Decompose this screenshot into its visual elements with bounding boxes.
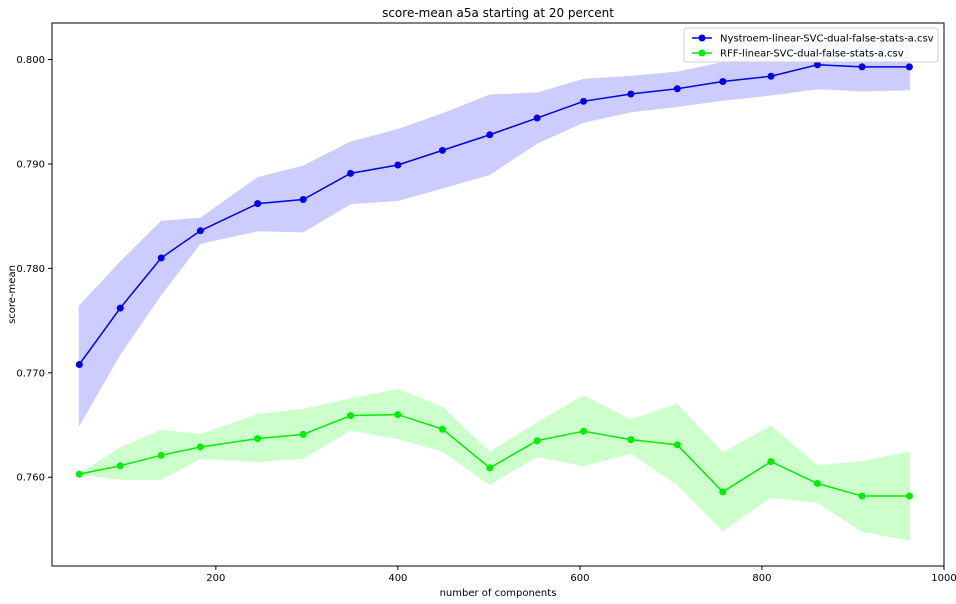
legend-label-2: RFF-linear-SVC-dual-false-stats-a.csv (720, 49, 904, 60)
point-series-1 (438, 146, 446, 154)
x-axis-label: number of components (440, 588, 557, 599)
point-series-2 (299, 430, 307, 438)
point-series-1 (673, 85, 681, 93)
point-series-1 (299, 195, 307, 203)
point-series-1 (858, 63, 866, 71)
point-series-2 (394, 411, 402, 419)
legend-marker-1 (698, 34, 706, 42)
x-tick-label: 1000 (931, 573, 956, 584)
x-axis-ticks: 200 400 600 800 1000 (206, 566, 956, 584)
band-series-1 (78, 38, 910, 427)
point-series-2 (75, 470, 83, 478)
x-tick-label: 200 (206, 573, 225, 584)
y-axis-ticks: 0.760 0.770 0.780 0.790 0.800 (16, 55, 52, 484)
y-tick-label: 0.790 (16, 159, 45, 170)
point-series-1 (254, 200, 262, 208)
point-series-2 (767, 458, 775, 466)
point-series-2 (157, 451, 165, 459)
chart-title: score-mean a5a starting at 20 percent (382, 6, 614, 20)
x-tick-label: 400 (388, 573, 407, 584)
point-series-2 (627, 436, 635, 444)
point-series-1 (627, 90, 635, 98)
point-series-1 (905, 63, 913, 71)
point-series-2 (905, 492, 913, 500)
y-tick-label: 0.760 (16, 473, 45, 484)
point-series-1 (394, 161, 402, 169)
x-tick-label: 600 (570, 573, 589, 584)
point-series-1 (157, 254, 165, 262)
legend-label-1: Nystroem-linear-SVC-dual-false-stats-a.c… (720, 34, 934, 45)
y-axis-label: score-mean (7, 265, 18, 324)
point-series-1 (75, 360, 83, 368)
x-tick-label: 800 (752, 573, 771, 584)
legend: Nystroem-linear-SVC-dual-false-stats-a.c… (683, 27, 939, 63)
y-tick-label: 0.800 (16, 55, 45, 66)
point-series-1 (533, 114, 541, 122)
point-series-1 (767, 72, 775, 80)
y-tick-label: 0.780 (16, 264, 45, 275)
point-series-1 (116, 304, 124, 312)
point-series-1 (719, 77, 727, 85)
legend-box (683, 27, 939, 63)
point-series-1 (196, 227, 204, 235)
point-series-1 (580, 97, 588, 105)
point-series-2 (438, 425, 446, 433)
series-points (75, 61, 913, 500)
point-series-2 (673, 441, 681, 449)
point-series-2 (486, 464, 494, 472)
point-series-1 (486, 131, 494, 139)
point-series-2 (347, 412, 355, 420)
point-series-2 (719, 488, 727, 496)
point-series-1 (813, 61, 821, 69)
y-tick-label: 0.770 (16, 368, 45, 379)
point-series-2 (533, 437, 541, 445)
point-series-2 (196, 443, 204, 451)
plot-frame (51, 22, 945, 567)
point-series-2 (254, 435, 262, 443)
point-series-2 (580, 427, 588, 435)
point-series-2 (858, 492, 866, 500)
point-series-1 (347, 169, 355, 177)
legend-marker-2 (698, 49, 706, 57)
point-series-2 (116, 462, 124, 470)
point-series-2 (813, 480, 821, 488)
